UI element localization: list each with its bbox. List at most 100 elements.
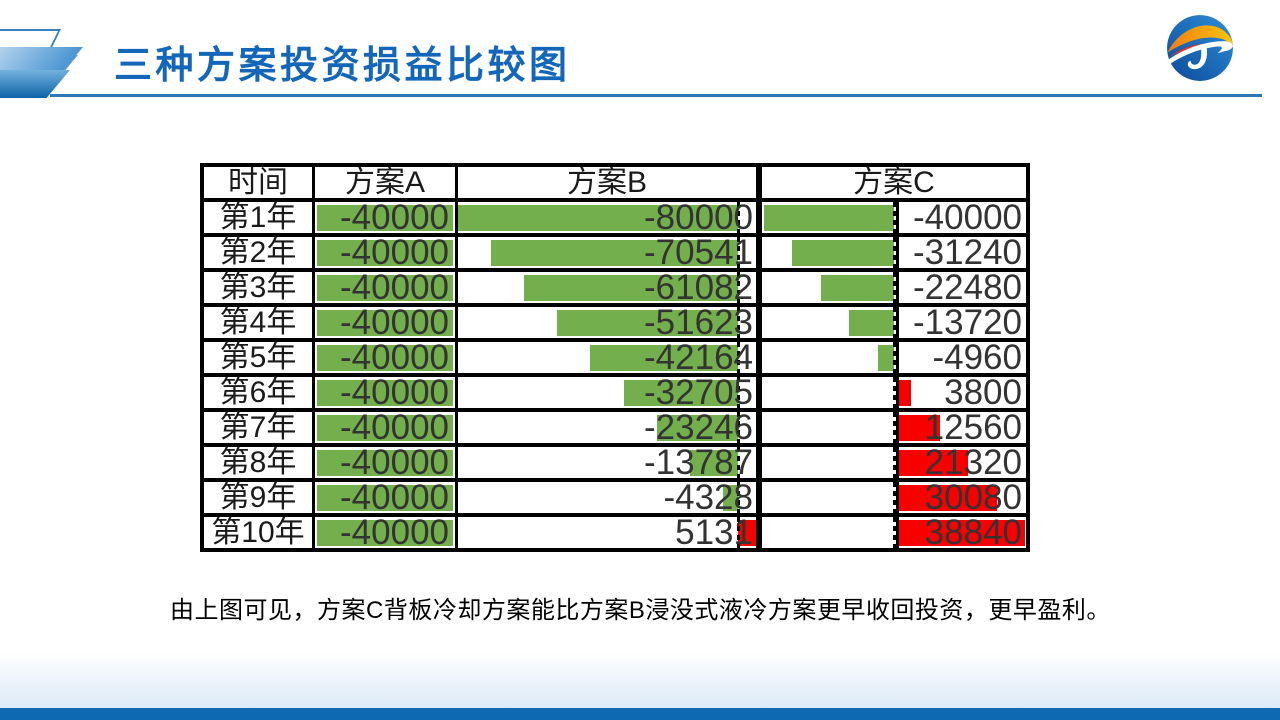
plan-b-cell: -42164	[455, 338, 756, 377]
plan-a-bar	[317, 239, 453, 266]
plan-c-value-cell: 38840	[896, 513, 1026, 552]
plan-a-value: -40000	[340, 302, 449, 342]
plan-a-bar	[317, 309, 453, 336]
plan-b-zero-axis-line	[737, 272, 740, 303]
plan-c-zero-axis-line	[893, 272, 896, 303]
plan-b-value: -61082	[644, 267, 753, 307]
table-row: 第3年 -40000 -61082 -22480	[204, 267, 1026, 307]
plan-a-cell: -40000	[312, 267, 455, 307]
plan-c-positive-bar	[899, 484, 997, 511]
plan-a-cell: -40000	[312, 443, 455, 482]
plan-c-negative-bar	[792, 239, 894, 266]
table-row: 第4年 -40000 -51623 -13720	[204, 302, 1026, 342]
plan-b-zero-axis-line	[737, 237, 740, 268]
plan-c-value-cell: -22480	[896, 268, 1026, 307]
plan-a-value: -40000	[340, 477, 449, 517]
title-underline	[50, 94, 1262, 97]
plan-a-value: -40000	[340, 372, 449, 412]
accent-parallelogram-light	[0, 47, 84, 72]
plan-b-zero-axis-line	[737, 377, 740, 408]
plan-a-value: -40000	[340, 267, 449, 307]
caption-text: 由上图可见，方案C背板冷却方案能比方案B浸没式液冷方案更早收回投资，更早盈利。	[170, 597, 1111, 624]
plan-b-cell: -61082	[455, 267, 756, 307]
footer-fade	[0, 653, 1280, 708]
plan-b-cell: 5131	[455, 513, 756, 552]
table-row: 第7年 -40000 -23246 12560	[204, 407, 1026, 447]
plan-a-cell: -40000	[312, 302, 455, 342]
plan-a-cell: -40000	[312, 337, 455, 377]
plan-a-bar	[317, 519, 453, 546]
plan-b-cell: -13787	[455, 442, 756, 482]
plan-a-bar	[317, 344, 453, 371]
plan-b-bar	[458, 204, 738, 231]
plan-c-zero-axis-line	[893, 482, 896, 513]
time-cell: 第10年	[211, 516, 305, 549]
plan-a-value: -40000	[340, 197, 449, 237]
plan-c-positive-bar	[899, 519, 1025, 546]
plan-c-positive-bar	[899, 449, 968, 476]
plan-a-bar	[317, 414, 453, 441]
plan-c-bar-cell	[756, 342, 896, 373]
plan-c-negative-bar	[849, 309, 894, 336]
time-cell: 第3年	[219, 271, 297, 304]
table-row: 第8年 -40000 -13787 21320	[204, 442, 1026, 482]
plan-a-bar	[317, 484, 453, 511]
plan-c-value-cell: -4960	[896, 337, 1026, 377]
table-body: 第1年 -40000 -80000 -40000 第2年 -40000 -705…	[204, 197, 1026, 552]
plan-b-value: -80000	[644, 197, 753, 237]
plan-b-zero-axis-line	[737, 447, 740, 478]
plan-a-value: -40000	[340, 512, 449, 552]
plan-b-cell: -70541	[455, 233, 756, 272]
plan-b-cell: -32705	[455, 373, 756, 412]
plan-b-bar	[590, 344, 738, 371]
header-plan-a: 方案A	[312, 167, 455, 198]
plan-c-value-cell: 30080	[896, 477, 1026, 517]
comparison-table: 时间 方案A 方案B 方案C 第1年 -40000 -80000 -40000 …	[200, 163, 1030, 552]
plan-c-value: 30080	[924, 477, 1022, 517]
plan-c-value: -4960	[932, 337, 1022, 377]
plan-a-cell: -40000	[312, 407, 455, 447]
plan-b-cell: -80000	[455, 197, 756, 237]
plan-b-cell: -51623	[455, 303, 756, 342]
time-cell: 第5年	[219, 341, 297, 374]
plan-a-cell: -40000	[312, 232, 455, 272]
plan-b-zero-axis-line	[737, 412, 740, 443]
plan-c-bar-cell	[756, 517, 896, 548]
plan-c-value-cell: 3800	[896, 372, 1026, 412]
company-logo-icon	[1167, 15, 1233, 81]
plan-c-positive-bar	[899, 414, 940, 441]
plan-c-value-cell: -13720	[896, 303, 1026, 342]
time-cell: 第7年	[219, 411, 297, 444]
header-plan-b: 方案B	[455, 167, 756, 198]
plan-b-value: -23246	[644, 407, 753, 447]
plan-c-value: 12560	[924, 407, 1022, 447]
plan-c-zero-axis-line	[893, 447, 896, 478]
plan-c-bar-cell	[756, 412, 896, 443]
plan-c-bar-cell	[756, 377, 896, 408]
plan-c-value-cell: -31240	[896, 233, 1026, 272]
plan-c-negative-bar	[878, 344, 894, 371]
plan-b-bar	[491, 239, 738, 266]
time-cell: 第1年	[219, 201, 297, 234]
plan-a-bar	[317, 449, 453, 476]
plan-c-zero-axis-line	[893, 237, 896, 268]
plan-c-bar-cell	[756, 447, 896, 478]
footer-bar	[0, 708, 1280, 720]
plan-a-value: -40000	[340, 232, 449, 272]
plan-b-bar	[723, 484, 738, 511]
plan-b-cell: -23246	[455, 407, 756, 447]
plan-a-cell: -40000	[312, 512, 455, 552]
plan-c-value: 3800	[944, 372, 1022, 412]
plan-c-value: 21320	[924, 442, 1022, 482]
plan-a-cell: -40000	[312, 477, 455, 517]
plan-c-bar-cell	[756, 237, 896, 268]
plan-a-value: -40000	[340, 337, 449, 377]
time-cell: 第9年	[219, 481, 297, 514]
plan-b-value: -4328	[663, 477, 753, 517]
plan-c-zero-axis-line	[893, 517, 896, 548]
plan-b-cell: -4328	[455, 477, 756, 517]
plan-a-value: -40000	[340, 407, 449, 447]
table-row: 第9年 -40000 -4328 30080	[204, 477, 1026, 517]
plan-b-value: -13787	[644, 442, 753, 482]
